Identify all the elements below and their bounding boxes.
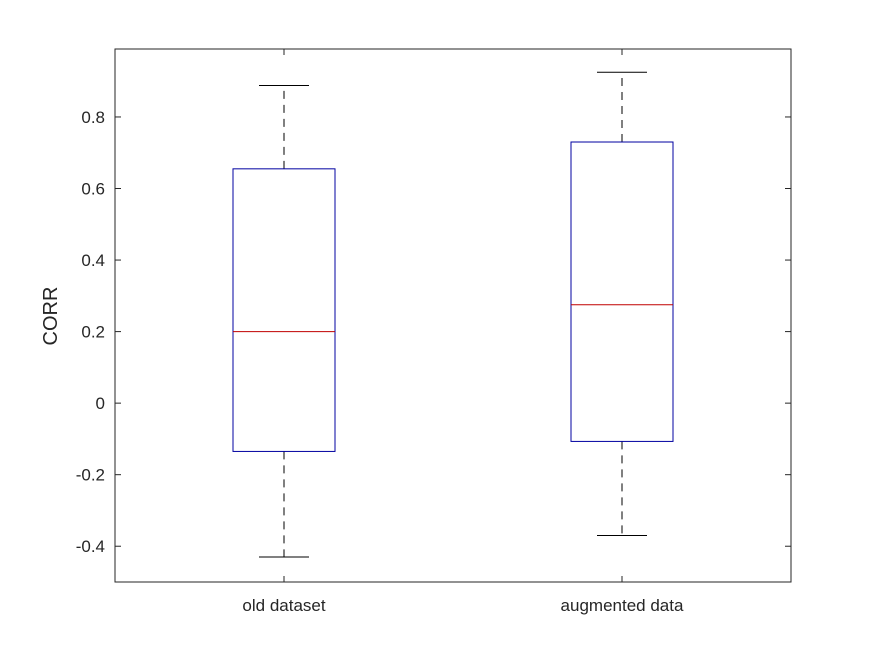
iqr-box bbox=[232, 168, 336, 452]
box-group bbox=[570, 71, 674, 536]
iqr-box bbox=[570, 141, 674, 442]
y-tick-label: 0.8 bbox=[81, 108, 105, 127]
y-tick-label: -0.2 bbox=[76, 466, 105, 485]
y-tick-label: 0.6 bbox=[81, 180, 105, 199]
x-tick-label: old dataset bbox=[242, 596, 325, 615]
y-tick-label: 0 bbox=[96, 394, 105, 413]
ticks-layer: -0.4 -0.2 0 0.2 0.4 0.6 0.8 old dataset augmente… bbox=[76, 49, 791, 615]
y-tick-label: 0.4 bbox=[81, 251, 105, 270]
x-tick-label: augmented data bbox=[561, 596, 684, 615]
box-group bbox=[232, 84, 336, 558]
y-axis-label: CORR bbox=[40, 287, 62, 346]
boxes-layer bbox=[232, 71, 674, 558]
y-tick-label: 0.2 bbox=[81, 323, 105, 342]
y-tick-label: -0.4 bbox=[76, 537, 105, 556]
plot-area bbox=[114, 48, 792, 583]
